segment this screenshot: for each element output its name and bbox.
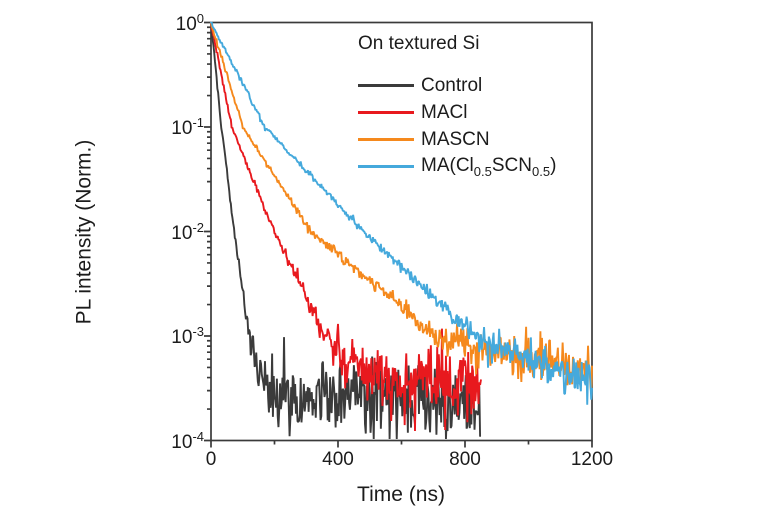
x-tick-label: 0 [205, 449, 217, 470]
x-tick-label: 800 [449, 449, 481, 470]
y-axis-title: PL intensity (Norm.) [72, 139, 96, 325]
y-tick-label: 100 [175, 10, 204, 35]
x-tick-label: 1200 [570, 449, 614, 470]
y-tick-label: 10-2 [171, 219, 204, 244]
y-tick-label: 10-1 [171, 115, 204, 139]
y-tick-label: 10-3 [171, 324, 204, 348]
x-axis-title: Time (ns) [357, 483, 445, 506]
x-tick-label: 400 [322, 449, 354, 470]
y-tick-label: 10-4 [171, 428, 204, 453]
